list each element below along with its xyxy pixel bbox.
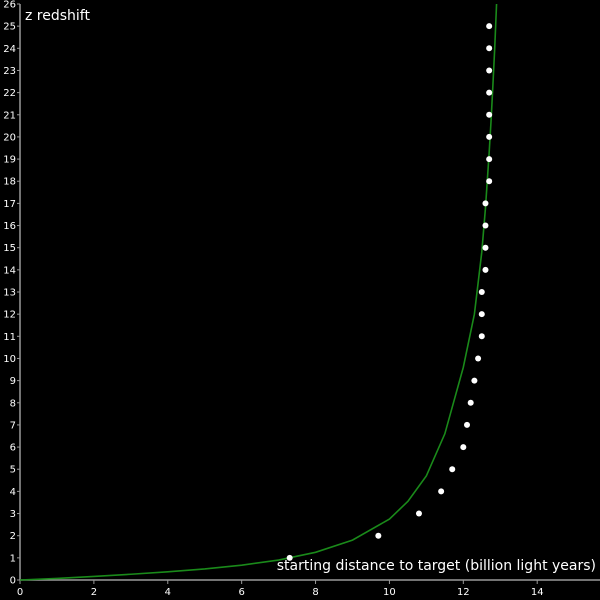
x-tick-label: 8 [312,587,318,598]
data-point [449,466,456,473]
data-point [438,488,445,495]
data-point [486,45,493,52]
y-tick-label: 24 [3,44,16,55]
data-point [486,156,493,163]
data-point [482,266,489,273]
data-point [478,289,485,295]
data-point [286,554,293,561]
data-point [478,311,485,318]
y-tick-label: 14 [3,265,16,276]
y-tick-label: 26 [3,0,16,11]
data-point [375,532,382,539]
y-axis: 0123456789101112131415161718192021222324… [3,0,21,587]
data-point [486,67,493,74]
y-tick-label: 12 [3,310,16,321]
y-tick-label: 22 [3,88,16,99]
y-tick-label: 2 [10,531,16,542]
x-tick-label: 0 [17,587,23,598]
y-tick-label: 11 [3,332,16,343]
data-point [486,89,493,96]
y-tick-label: 13 [3,288,16,299]
y-tick-label: 4 [10,487,16,498]
data-point [467,399,474,406]
y-tick-label: 17 [3,199,16,210]
x-tick-label: 4 [165,587,171,598]
data-point [486,23,493,30]
y-tick-label: 21 [3,110,16,121]
data-point [482,222,489,229]
x-axis-title: starting distance to target (billion lig… [277,558,596,574]
y-tick-label: 8 [10,398,16,409]
x-tick-label: 14 [531,587,544,598]
y-tick-label: 6 [10,443,16,454]
data-point [460,444,467,451]
y-tick-label: 9 [10,376,16,387]
y-tick-label: 25 [3,22,16,33]
data-point [482,244,489,251]
y-tick-label: 19 [3,155,16,166]
data-point [471,377,478,384]
y-axis-title: z redshift [25,8,90,24]
data-point [478,333,485,340]
y-tick-label: 15 [3,243,16,254]
y-tick-label: 3 [10,509,16,520]
data-point [464,421,471,428]
data-point [486,111,493,118]
model-curve [19,3,498,581]
data-point [486,133,493,140]
data-point [415,510,422,517]
y-tick-label: 0 [10,576,16,587]
y-tick-label: 10 [3,354,16,365]
data-point [475,355,482,362]
y-tick-label: 18 [3,177,16,188]
y-tick-label: 7 [10,420,16,431]
x-tick-label: 10 [383,587,396,598]
x-tick-label: 2 [91,587,97,598]
x-tick-label: 12 [457,587,470,598]
x-axis: 0 2 4 6 8 10 12 14 [17,579,600,598]
y-tick-label: 1 [10,553,16,564]
x-tick-label: 6 [238,587,244,598]
y-tick-label: 23 [3,66,16,77]
y-tick-label: 16 [3,221,16,232]
y-tick-label: 5 [10,465,16,476]
data-point [486,178,493,185]
data-point [482,200,489,207]
y-tick-label: 20 [3,132,16,143]
series-layer [19,3,498,581]
